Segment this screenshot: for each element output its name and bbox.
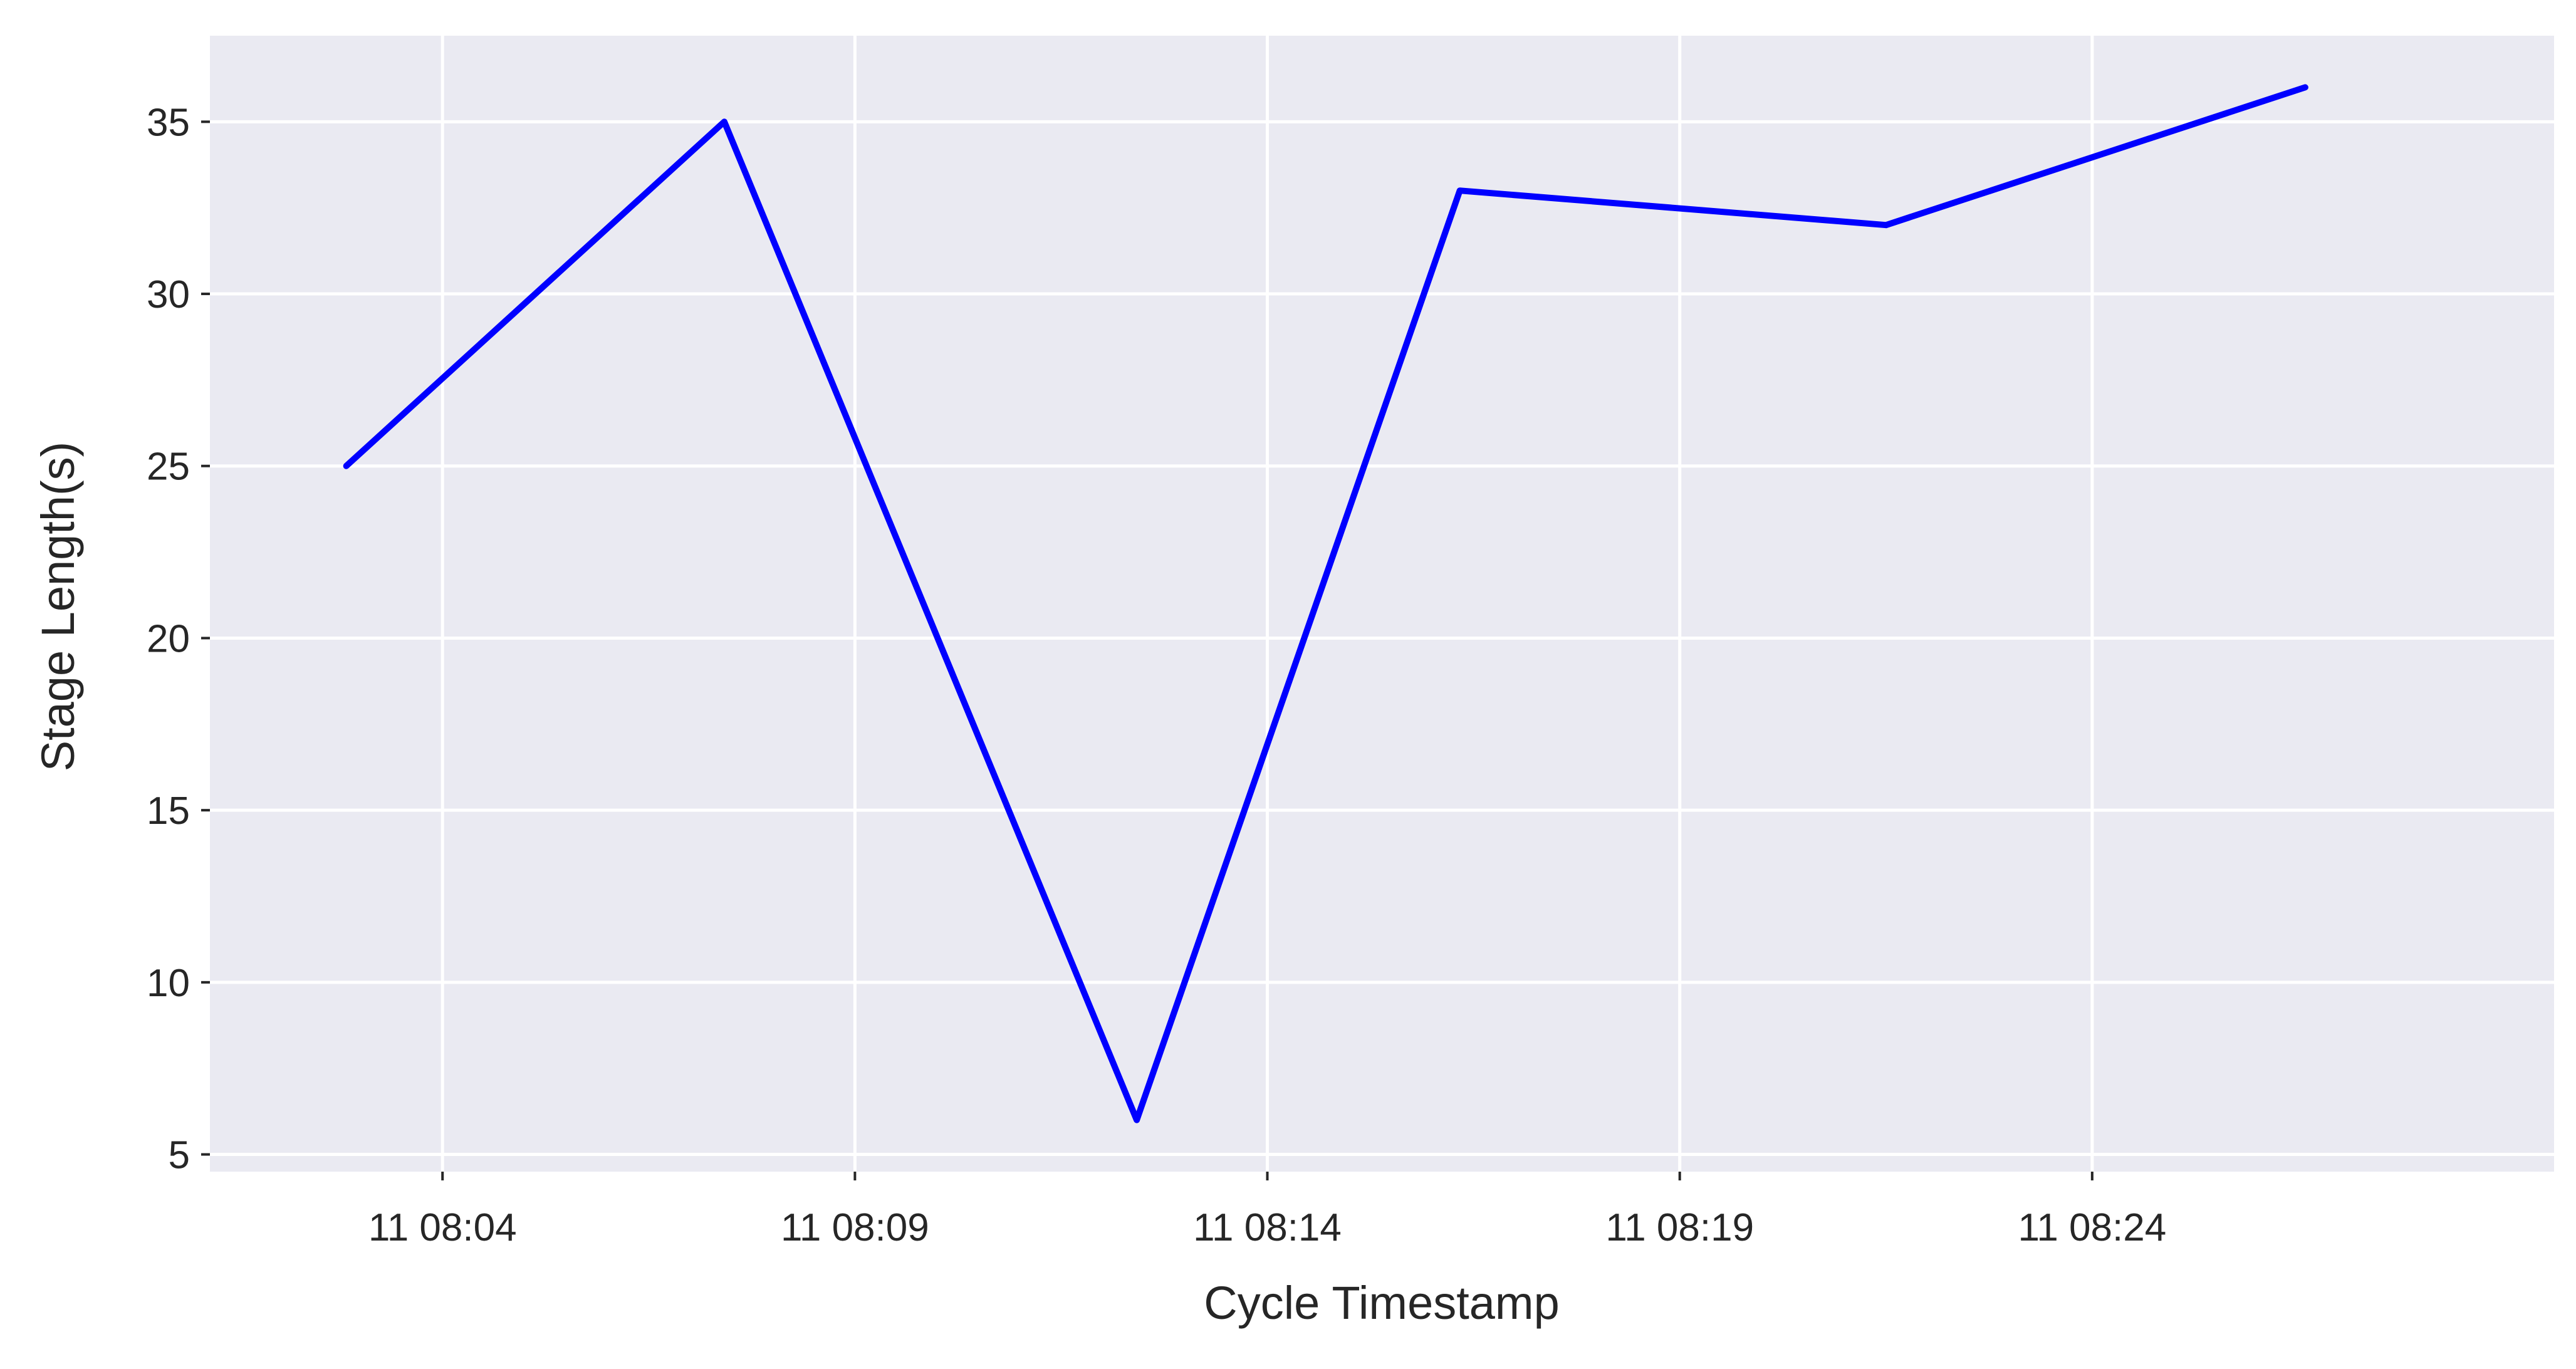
y-tick-label: 30 — [147, 273, 190, 316]
y-tick-label: 10 — [147, 962, 190, 1005]
x-axis-ticks: 11 08:04 11 08:09 11 08:14 11 08:19 11 08:24 — [368, 1172, 2166, 1249]
y-tick-label: 35 — [147, 101, 190, 144]
y-tick-label: 20 — [147, 617, 190, 660]
x-tick-label: 11 08:14 — [1193, 1206, 1342, 1249]
x-axis-label: Cycle Timestamp — [1204, 1277, 1559, 1329]
series-layer — [343, 84, 2308, 1123]
series-line — [343, 84, 2308, 1123]
grid — [210, 36, 2554, 1172]
y-axis-label: Stage Length(s) — [32, 442, 84, 772]
y-axis-ticks: 5 10 15 20 25 30 35 — [147, 101, 210, 1177]
x-tick-label: 11 08:24 — [2018, 1206, 2166, 1249]
x-tick-label: 11 08:19 — [1605, 1206, 1754, 1249]
plot-area — [210, 36, 2554, 1172]
x-tick-label: 11 08:09 — [781, 1206, 929, 1249]
x-tick-label: 11 08:04 — [368, 1206, 517, 1249]
y-tick-label: 5 — [169, 1134, 190, 1177]
y-tick-label: 15 — [147, 789, 190, 833]
y-tick-label: 25 — [147, 445, 190, 489]
